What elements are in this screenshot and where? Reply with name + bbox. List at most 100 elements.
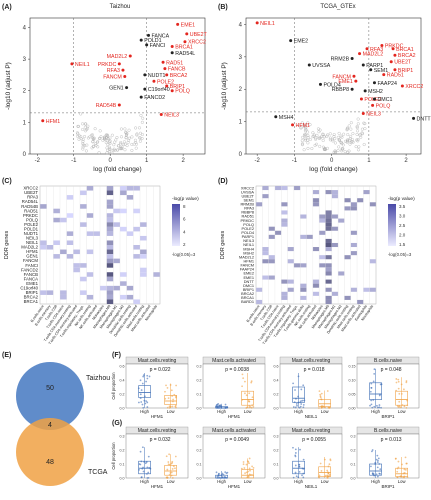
- heatmap-cell: [60, 217, 67, 223]
- box-point: [170, 389, 173, 392]
- heatmap-cell: [80, 276, 87, 282]
- legend-note: -log(0.05)=3: [388, 252, 412, 257]
- box-point: [139, 393, 142, 396]
- box-point: [302, 384, 305, 387]
- box-point: [397, 380, 400, 383]
- plot-frame: [279, 433, 343, 479]
- background-point: [93, 127, 97, 131]
- background-point: [301, 135, 305, 139]
- background-point: [336, 135, 340, 139]
- background-point: [314, 142, 318, 146]
- y-tick-label: 0.0: [120, 477, 125, 481]
- box-point: [380, 406, 382, 409]
- gene-point: [161, 60, 165, 64]
- row-label: SEM1: [243, 198, 254, 202]
- box-point: [218, 406, 221, 409]
- heatmap-cell: [312, 291, 320, 296]
- gene-point: [274, 115, 278, 119]
- heatmap-cell: [331, 190, 339, 195]
- gene-point: [145, 43, 149, 47]
- box-point: [242, 461, 245, 463]
- heatmap-cell: [287, 259, 294, 264]
- box-point: [320, 398, 323, 401]
- heatmap-cell: [293, 263, 301, 268]
- box-point: [244, 392, 246, 395]
- box-point: [369, 404, 371, 407]
- box-point: [295, 403, 298, 405]
- category-label: Low: [167, 479, 176, 484]
- category-label: High: [217, 479, 226, 484]
- heatmap-cell: [281, 210, 288, 215]
- box-point: [145, 380, 147, 383]
- volcano-plot-a: -2 -1 0 1 2 0 1 2 3 4 log (fold change) -log10 (adj…: [5, 17, 208, 173]
- box-point: [146, 477, 149, 479]
- heatmap-cell: [325, 255, 332, 260]
- box-point: [146, 473, 148, 475]
- background-point: [96, 145, 100, 149]
- heatmap-cell: [325, 190, 332, 195]
- box-point: [244, 380, 246, 383]
- row-label: BARD1: [241, 300, 254, 304]
- heatmap-cell: [325, 238, 332, 243]
- box-point: [167, 463, 170, 466]
- background-point: [81, 147, 85, 151]
- y-tick-label: 3: [239, 55, 243, 61]
- gene-point: [372, 81, 376, 85]
- legend-tick: 2.0: [399, 233, 406, 238]
- gene-point: [365, 47, 369, 51]
- y-tick-label: 0.2: [274, 393, 279, 397]
- category-label: Low: [244, 409, 253, 414]
- box-point: [138, 468, 140, 471]
- background-point: [306, 135, 310, 139]
- background-point: [79, 137, 83, 141]
- y-tick-label: 0.4: [120, 379, 125, 383]
- row-label: RAD51: [24, 208, 38, 213]
- heatmap-cell: [120, 294, 127, 300]
- background-point: [328, 138, 332, 142]
- venn-count-shared: 4: [48, 422, 52, 429]
- box-point: [320, 470, 323, 472]
- box-point: [248, 404, 251, 407]
- gene-label: POLQ: [376, 103, 391, 109]
- heatmap-cell: [106, 213, 114, 218]
- y-tick-label: 0.0: [351, 477, 356, 481]
- box-point: [294, 452, 297, 454]
- box-point: [403, 475, 406, 478]
- gene-point: [382, 73, 386, 77]
- box-point: [373, 368, 376, 371]
- background-point: [315, 133, 319, 137]
- box-point: [301, 467, 304, 470]
- box-point: [225, 472, 228, 475]
- y-tick-label: 0: [239, 152, 243, 158]
- background-point: [332, 133, 336, 137]
- gene-label: FANCI: [150, 43, 166, 49]
- row-label: DMC1: [243, 284, 254, 288]
- heatmap-cell: [262, 186, 269, 191]
- gene-point: [354, 79, 358, 83]
- row-label: PARP1: [242, 235, 254, 239]
- background-point: [340, 135, 344, 139]
- heatmap-cell: [120, 272, 127, 277]
- box-point: [294, 389, 296, 391]
- y-tick-label: 0.3: [120, 435, 125, 439]
- box-point: [405, 406, 408, 409]
- background-point: [347, 124, 351, 128]
- box-point: [166, 387, 169, 389]
- background-point: [118, 147, 122, 151]
- heatmap-cell: [133, 208, 140, 214]
- venn-circle-taizhou: [16, 362, 84, 430]
- row-label: EME1: [243, 276, 254, 280]
- box-point: [247, 460, 250, 463]
- background-point: [321, 132, 325, 136]
- heatmap-cell: [268, 226, 275, 231]
- heatmap-cell: [281, 218, 288, 223]
- box-point: [294, 406, 297, 409]
- background-point: [86, 136, 90, 140]
- heatmap-cell: [300, 234, 307, 239]
- background-point: [111, 148, 115, 152]
- box-point: [225, 476, 228, 479]
- p-value: p = 0.0038: [225, 367, 249, 373]
- box-point: [165, 455, 168, 458]
- heatmap-cell: [106, 276, 114, 282]
- box-point: [406, 399, 409, 402]
